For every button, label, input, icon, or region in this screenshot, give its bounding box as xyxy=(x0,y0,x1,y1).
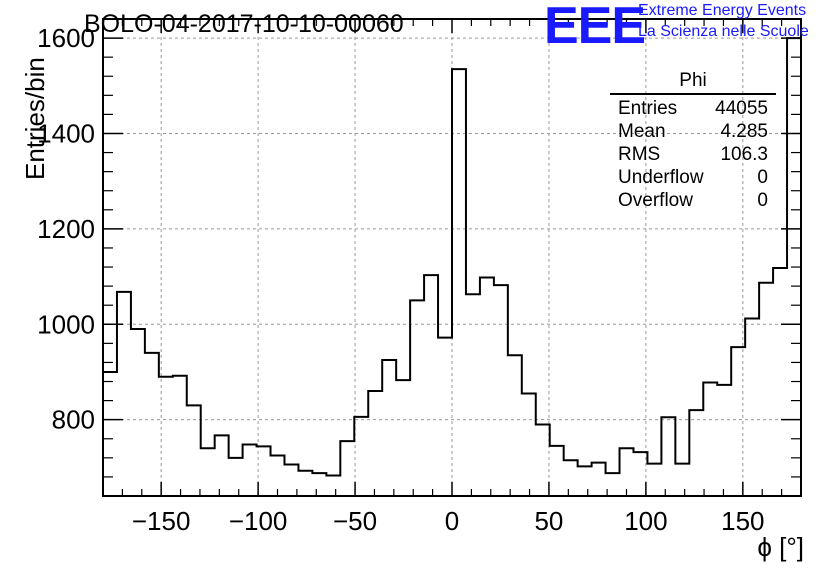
stats-title: Phi xyxy=(610,70,776,95)
x-tick-label: 50 xyxy=(534,506,563,536)
x-tick-label: 100 xyxy=(624,506,667,536)
stats-label: Overflow xyxy=(618,190,693,211)
stats-row: Underflow 0 xyxy=(610,166,780,189)
histogram-step-line xyxy=(102,37,802,496)
x-axis-label: ϕ [°] xyxy=(757,532,804,562)
y-tick-label: 1200 xyxy=(37,214,95,244)
stats-value: 4.285 xyxy=(720,121,768,142)
eee-logo: EEE xyxy=(544,0,646,55)
logo-line-1: Extreme Energy Events xyxy=(638,2,807,19)
stats-row: Overflow 0 xyxy=(610,189,780,212)
x-tick-label: −50 xyxy=(333,506,377,536)
stats-label: Mean xyxy=(618,121,666,142)
stats-value: 0 xyxy=(757,167,768,188)
stats-row: RMS 106.3 xyxy=(610,143,780,166)
x-tick-label: 150 xyxy=(721,506,764,536)
stats-label: Entries xyxy=(618,98,678,119)
stats-label: RMS xyxy=(618,144,661,165)
y-tick-label: 800 xyxy=(52,405,95,435)
stats-value: 44055 xyxy=(715,98,768,119)
stats-box: Phi Entries 44055 Mean 4.285 RMS 106.3 U… xyxy=(610,70,780,212)
stats-value: 0 xyxy=(757,190,768,211)
x-tick-label: −100 xyxy=(229,506,288,536)
chart-title: BOLO-04-2017-10-10-00060 xyxy=(84,10,404,38)
y-axis-label: Entries/bin xyxy=(20,57,50,180)
x-tick-label: −150 xyxy=(132,506,191,536)
plot-frame xyxy=(102,18,802,497)
y-tick-label: 1400 xyxy=(37,118,95,148)
stats-value: 106.3 xyxy=(720,144,768,165)
y-tick-label: 1600 xyxy=(37,23,95,53)
stats-row: Mean 4.285 xyxy=(610,120,780,143)
y-tick-label: 1000 xyxy=(37,309,95,339)
logo-line-2: La Scienza nelle Scuole xyxy=(638,23,809,40)
x-tick-label: 0 xyxy=(445,506,459,536)
stats-label: Underflow xyxy=(618,167,704,188)
tick-labels: −150 −100 −50 0 50 100 150 800 1000 1200 1400 1600 xyxy=(37,23,764,536)
stats-row: Entries 44055 xyxy=(610,97,780,120)
